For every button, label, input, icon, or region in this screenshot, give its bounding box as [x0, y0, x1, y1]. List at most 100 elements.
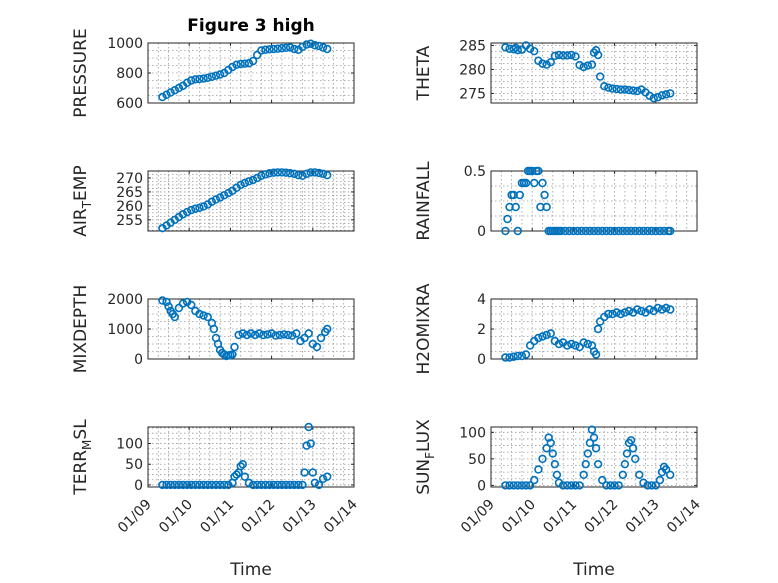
- data-point: [540, 190, 549, 200]
- data-point: [581, 459, 590, 469]
- data-point: [633, 86, 642, 96]
- data-point: [158, 296, 167, 305]
- data-point: [525, 341, 535, 350]
- data-point: [616, 309, 625, 319]
- data-point: [285, 169, 295, 178]
- data-point: [323, 170, 332, 180]
- data-point: [187, 480, 196, 490]
- subplot-4: 0 0.5 RAINFALL: [414, 161, 698, 241]
- x-tick-label: 01/10: [499, 497, 539, 537]
- data-point: [318, 474, 328, 483]
- data-point: [220, 191, 229, 200]
- data-point: [618, 470, 628, 479]
- data-point: [248, 175, 258, 185]
- data-point: [661, 465, 671, 474]
- data-point: [579, 470, 588, 479]
- data-point: [558, 51, 568, 60]
- y-tick-label: 0: [477, 352, 486, 368]
- data-point: [310, 168, 320, 177]
- data-point: [661, 303, 671, 313]
- data-point: [505, 481, 514, 490]
- data-point: [195, 203, 204, 213]
- data-point: [546, 438, 555, 448]
- data-series: [501, 303, 675, 362]
- data-series: [158, 39, 332, 102]
- data-point: [517, 45, 527, 54]
- data-point: [610, 481, 619, 490]
- data-point: [277, 44, 287, 53]
- data-point: [517, 481, 527, 490]
- data-point: [565, 226, 574, 236]
- data-point: [312, 342, 322, 352]
- data-point: [643, 226, 652, 236]
- data-point: [238, 460, 247, 469]
- data-point: [651, 481, 660, 490]
- data-point: [298, 42, 307, 51]
- data-point: [281, 168, 291, 177]
- y-tick-label: 800: [116, 66, 143, 82]
- data-point: [294, 480, 303, 490]
- data-point: [587, 60, 597, 69]
- data-point: [234, 330, 243, 340]
- data-series: [501, 166, 675, 236]
- y-tick-label: 0: [134, 352, 143, 368]
- data-point: [563, 341, 572, 350]
- data-point: [635, 226, 644, 236]
- data-point: [195, 309, 204, 319]
- data-point: [323, 324, 332, 334]
- y-axis-label: THETA: [414, 45, 434, 101]
- data-point: [281, 43, 291, 52]
- data-point: [661, 90, 671, 99]
- data-point: [585, 438, 595, 448]
- data-point: [265, 480, 274, 490]
- data-point: [207, 197, 217, 206]
- data-point: [236, 59, 245, 69]
- y-tick-label: 270: [116, 171, 143, 187]
- data-point: [505, 353, 514, 362]
- data-point: [575, 60, 584, 70]
- data-point: [277, 480, 287, 490]
- data-point: [525, 481, 535, 490]
- data-point: [257, 480, 266, 490]
- data-point: [263, 330, 272, 339]
- data-point: [242, 330, 252, 340]
- data-point: [602, 226, 611, 236]
- data-point: [209, 324, 219, 334]
- data-point: [643, 481, 652, 490]
- data-point: [281, 480, 291, 490]
- data-point: [308, 468, 317, 477]
- data-point: [211, 195, 221, 204]
- data-point: [285, 43, 295, 52]
- y-tick-label: 285: [459, 38, 486, 54]
- data-point: [585, 226, 595, 236]
- data-point: [606, 226, 615, 236]
- data-point: [620, 85, 630, 94]
- data-point: [257, 171, 266, 180]
- y-tick-label: 0: [477, 224, 486, 240]
- data-point: [591, 350, 601, 359]
- data-point: [624, 306, 634, 316]
- data-point: [655, 226, 665, 236]
- data-point: [215, 70, 225, 79]
- axes-box: [147, 42, 355, 104]
- data-point: [639, 226, 648, 236]
- y-tick-label: 50: [468, 452, 486, 468]
- data-point: [178, 480, 188, 490]
- data-point: [666, 226, 675, 236]
- data-point: [614, 226, 623, 236]
- data-point: [292, 329, 301, 338]
- data-point: [554, 339, 564, 349]
- subplot-7: 0 50 100 01/09 01/10 01/11 01/12 01/13 01/14 TERR…: [71, 419, 361, 537]
- data-point: [626, 436, 636, 445]
- data-point: [550, 459, 560, 469]
- data-point: [207, 480, 217, 490]
- data-series: [158, 422, 332, 490]
- subplot-2: 275 280 285 THETA: [414, 38, 698, 104]
- data-point: [579, 338, 588, 347]
- x-tick-label: 01/12: [239, 497, 279, 537]
- data-point: [587, 425, 597, 434]
- data-point: [211, 71, 221, 80]
- data-point: [530, 178, 539, 188]
- data-point: [567, 50, 576, 60]
